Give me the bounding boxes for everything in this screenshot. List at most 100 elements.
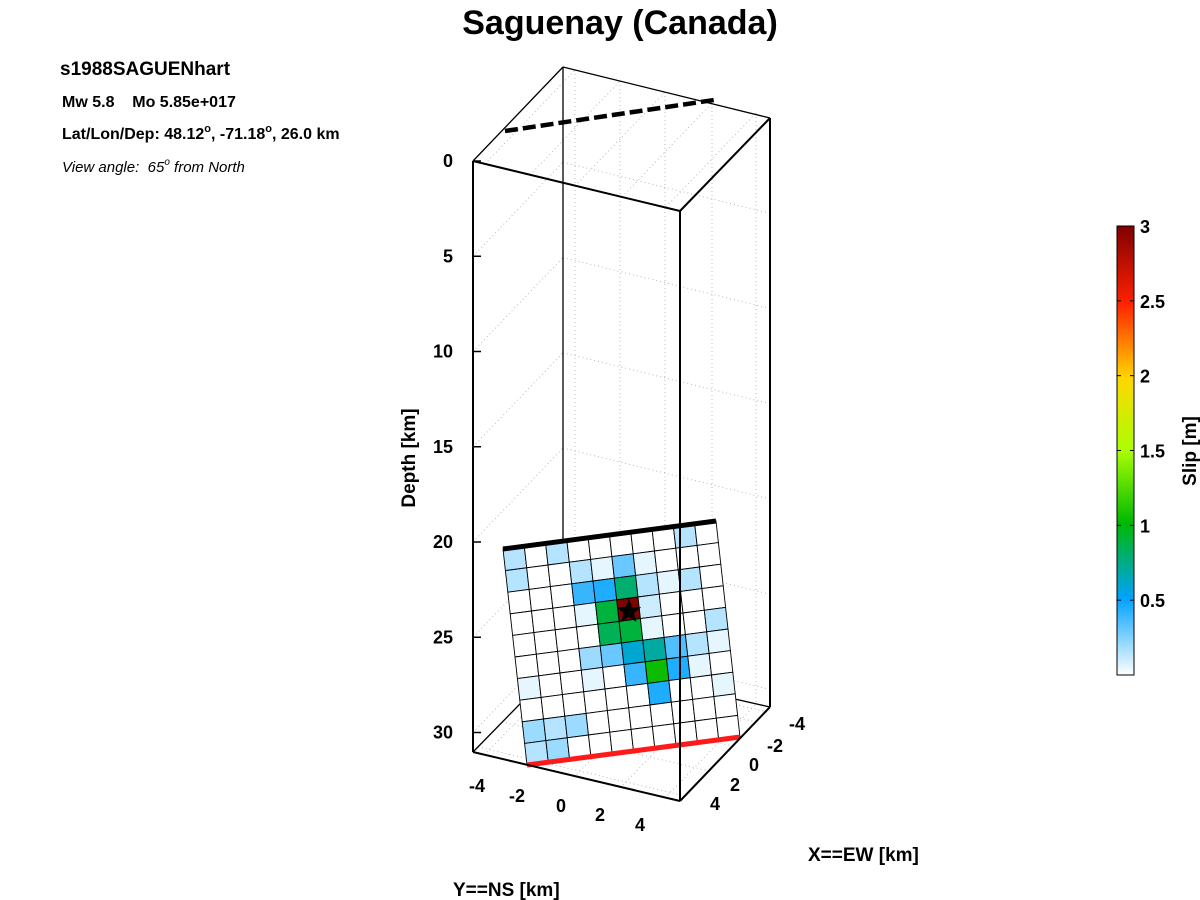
- x-tick-label: -4: [789, 714, 805, 734]
- slip-patch: [535, 650, 561, 677]
- slip-patch: [573, 602, 599, 628]
- slip-patch: [642, 636, 667, 663]
- z-tick-label: 10: [433, 342, 453, 362]
- view-angle-line: View angle: 65o from North: [62, 157, 245, 176]
- colorbar-tick-label: 3: [1140, 217, 1150, 237]
- slip-patch: [512, 632, 537, 658]
- slip-patch: [677, 566, 703, 592]
- slip-patch: [663, 634, 689, 660]
- slip-patch: [509, 610, 535, 636]
- slip-patch: [585, 710, 611, 736]
- slip-patch: [561, 691, 587, 717]
- slip-patch: [689, 674, 715, 700]
- x-tick-label: -2: [767, 736, 783, 756]
- slip-patch: [547, 561, 573, 588]
- slip-patch: [687, 652, 712, 679]
- slip-patch: [618, 618, 644, 644]
- slip-patch: [713, 693, 739, 719]
- slip-patch: [606, 707, 632, 733]
- slip-patch: [516, 675, 542, 701]
- slip-patch: [621, 639, 646, 666]
- magnitude-line: Mw 5.8 Mo 5.85e+017: [62, 94, 236, 111]
- slip-patch: [507, 588, 532, 615]
- fault-plane: [502, 520, 741, 766]
- slip-patch: [519, 696, 544, 723]
- z-tick-label: 25: [433, 627, 453, 647]
- slip-patch: [708, 650, 734, 676]
- slip-patch: [554, 626, 580, 652]
- slip-patch: [594, 599, 620, 625]
- slip-patch: [623, 661, 649, 687]
- slip-patch: [703, 606, 729, 633]
- slip-patch: [625, 682, 651, 709]
- slip-patch: [602, 664, 627, 690]
- slip-patch: [684, 631, 710, 657]
- slip-patch: [578, 645, 604, 671]
- slip-patch: [543, 715, 568, 742]
- slip-patch: [680, 588, 705, 614]
- slip-patch: [533, 629, 559, 655]
- hypocenter-star: [616, 598, 642, 622]
- colorbar-label: Slip [m]: [1180, 416, 1200, 486]
- x-tick-label: 0: [749, 755, 759, 775]
- slip-patch: [635, 572, 660, 598]
- slip-patch: [699, 563, 724, 590]
- slip-patch: [576, 623, 601, 650]
- slip-patch: [580, 666, 606, 693]
- colorbar-tick-label: 0.5: [1140, 591, 1165, 611]
- slip-patch: [549, 583, 575, 609]
- slip-patch: [632, 550, 658, 576]
- colorbar-tick-label: 2.5: [1140, 292, 1165, 312]
- z-axis-label: Depth [km]: [399, 408, 420, 507]
- slip-patch: [611, 553, 637, 579]
- box-front-edges: [472, 117, 771, 802]
- slip-patch: [656, 569, 682, 595]
- slip-patch: [528, 586, 554, 612]
- slip-patch: [564, 712, 589, 739]
- fault-bottom-edge: [526, 734, 741, 768]
- x-axis-label: X==EW [km]: [808, 845, 919, 866]
- z-tick-label: 20: [433, 532, 453, 552]
- slip-patch: [521, 718, 547, 744]
- z-tick-label: 5: [443, 246, 453, 266]
- x-tick-label: 2: [730, 775, 740, 795]
- slip-patch: [637, 593, 663, 620]
- slip-patch: [599, 642, 625, 668]
- slip-patch: [628, 704, 653, 730]
- y-axis-label: Y==NS [km]: [453, 880, 560, 900]
- slip-patch: [682, 609, 708, 636]
- slip-patch: [654, 547, 679, 574]
- slip-patch: [597, 620, 622, 647]
- slip-patch: [531, 607, 556, 634]
- colorbar-tick-label: 1.5: [1140, 442, 1165, 462]
- slip-patch: [571, 580, 596, 606]
- slip-patch: [666, 655, 691, 682]
- slip-patch: [540, 694, 566, 720]
- event-info-panel: s1988SAGUENhart Mw 5.8 Mo 5.85e+017 Lat/…: [60, 59, 340, 176]
- slip-patch: [557, 648, 582, 674]
- slip-patch: [613, 574, 639, 601]
- slip-patch: [590, 556, 615, 582]
- slip-patch: [568, 558, 594, 585]
- slip-patch: [514, 653, 540, 680]
- event-id: s1988SAGUENhart: [60, 59, 231, 80]
- fault-surface-trace: [504, 97, 715, 134]
- slip-patch: [701, 585, 727, 611]
- colorbar: 0.5 1 1.5 2 2.5 3 Slip [m]: [1116, 217, 1200, 676]
- y-tick-label: 4: [635, 815, 645, 835]
- slip-patch: [559, 669, 585, 696]
- slip-patch: [696, 542, 722, 568]
- slip-patch: [583, 688, 608, 714]
- z-tick-label: 30: [433, 723, 453, 743]
- slip-patch: [706, 628, 731, 654]
- slip-patch: [592, 577, 618, 604]
- x-tick-label: 4: [710, 794, 720, 814]
- y-tick-label: 2: [595, 805, 605, 825]
- slip-patch: [552, 604, 577, 631]
- slip-patch: [526, 564, 551, 590]
- colorbar-tick-label: 2: [1140, 367, 1150, 387]
- colorbar-tick-label: 1: [1140, 516, 1150, 536]
- slip-patch: [538, 672, 563, 698]
